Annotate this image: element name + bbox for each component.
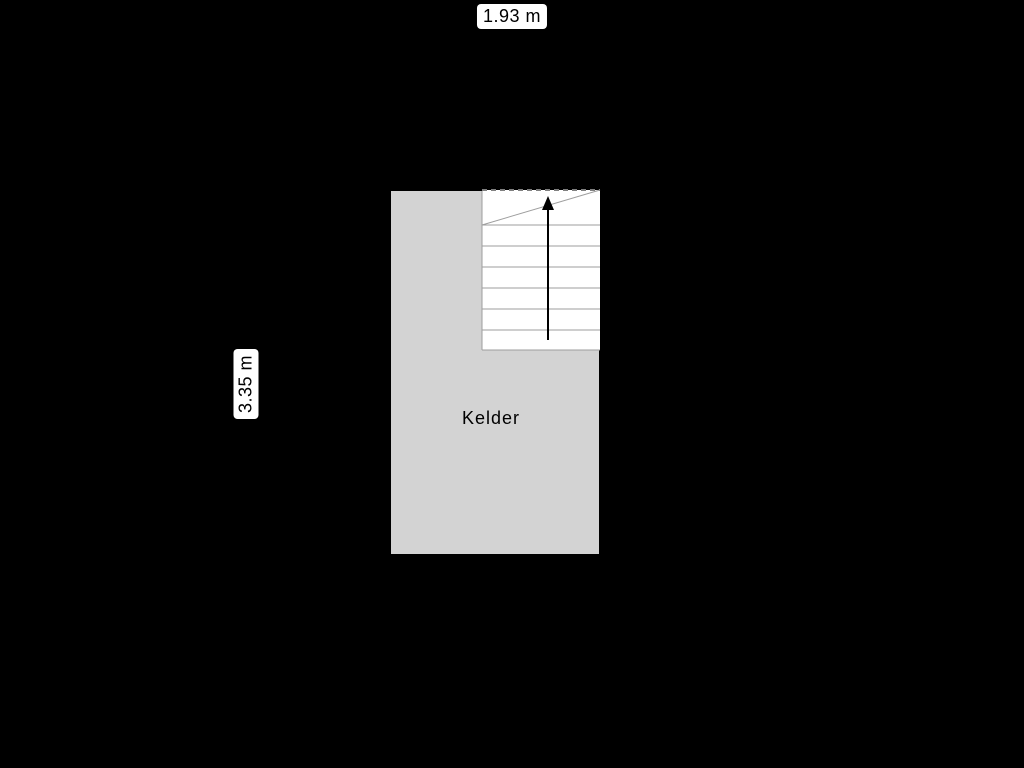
room-name-label: Kelder — [462, 408, 520, 429]
dimension-width-label: 1.93 m — [477, 4, 547, 29]
stairs-bg — [482, 190, 600, 350]
dimension-height-label: 3.35 m — [234, 349, 259, 419]
floorplan-canvas: 1.93 m 3.35 m Kelder — [0, 0, 1024, 768]
floorplan-svg — [0, 0, 1024, 768]
